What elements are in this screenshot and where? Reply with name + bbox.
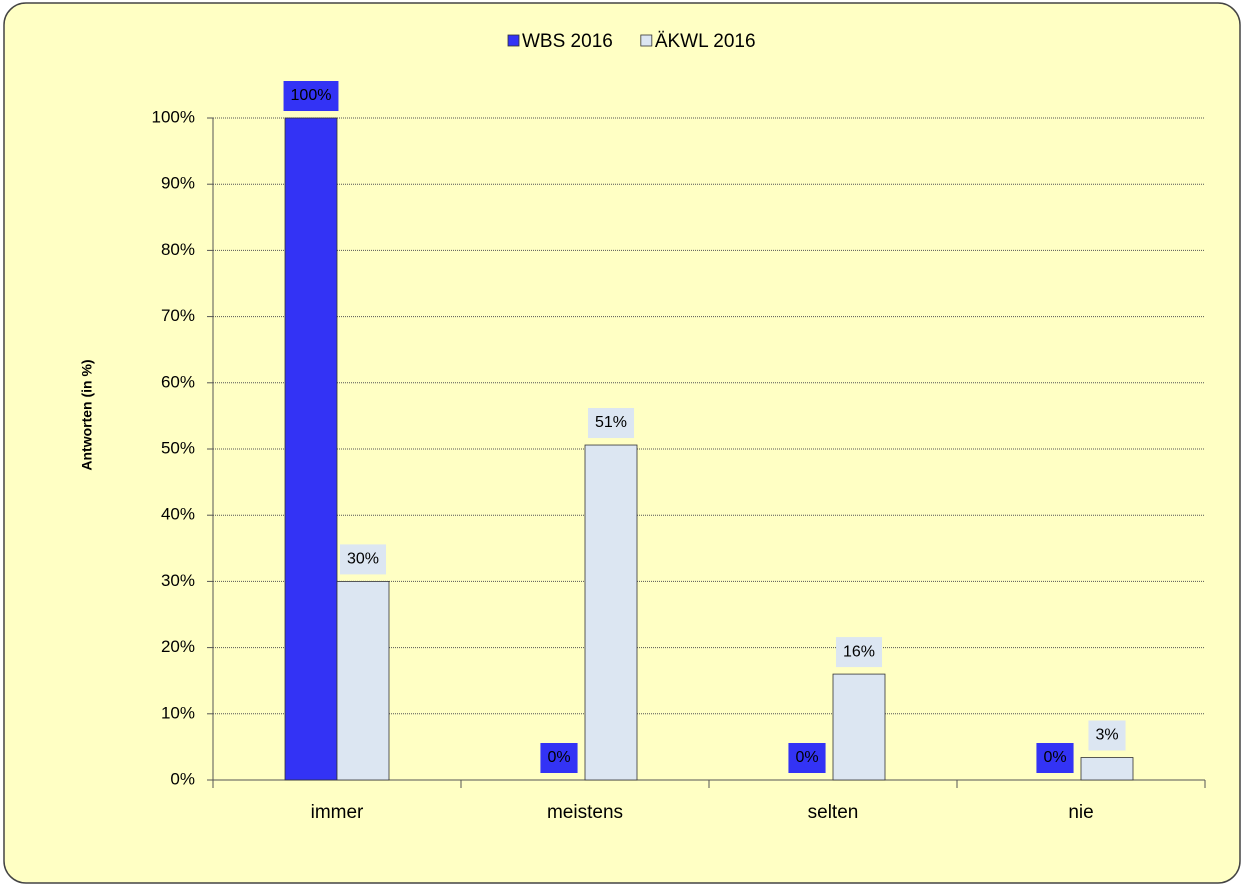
data-label-background	[587, 408, 635, 439]
y-tick-label: 80%	[161, 240, 195, 259]
legend-swatch	[507, 34, 520, 47]
data-label-background	[283, 81, 339, 111]
y-tick-label: 40%	[161, 505, 195, 524]
y-tick-label: 50%	[161, 438, 195, 457]
y-tick-label: 90%	[161, 174, 195, 193]
data-label-background	[835, 637, 883, 668]
bar	[284, 117, 338, 781]
y-tick-label: 100%	[152, 107, 195, 126]
data-label: 100%	[291, 87, 332, 104]
legend-label: WBS 2016	[522, 31, 613, 52]
data-label: 3%	[1095, 727, 1118, 744]
x-tick-label: nie	[1068, 802, 1093, 823]
bar	[832, 673, 886, 781]
data-label-background	[1088, 720, 1126, 751]
y-tick-label: 0%	[170, 769, 195, 788]
y-tick-label: 60%	[161, 372, 195, 391]
y-tick-label: 10%	[161, 703, 195, 722]
data-label-background	[788, 743, 826, 773]
data-label: 30%	[347, 551, 379, 568]
x-tick-label: meistens	[547, 802, 623, 823]
y-tick-label: 70%	[161, 306, 195, 325]
legend-swatch	[640, 34, 653, 47]
legend-label: ÄKWL 2016	[655, 31, 756, 52]
data-label: 16%	[843, 643, 875, 660]
y-tick-label: 30%	[161, 571, 195, 590]
data-label: 0%	[795, 749, 818, 766]
data-label-background	[339, 544, 387, 575]
data-label-background	[540, 743, 578, 773]
bar	[336, 581, 390, 781]
bar	[584, 444, 638, 781]
data-label-background	[1036, 743, 1074, 773]
x-tick-label: immer	[311, 802, 364, 823]
y-axis-title: Antworten (in %)	[79, 359, 95, 470]
bar	[1080, 757, 1134, 781]
y-tick-label: 20%	[161, 637, 195, 656]
data-label: 0%	[1043, 749, 1066, 766]
x-tick-label: selten	[808, 802, 859, 823]
data-label: 0%	[547, 749, 570, 766]
data-label: 51%	[595, 414, 627, 431]
